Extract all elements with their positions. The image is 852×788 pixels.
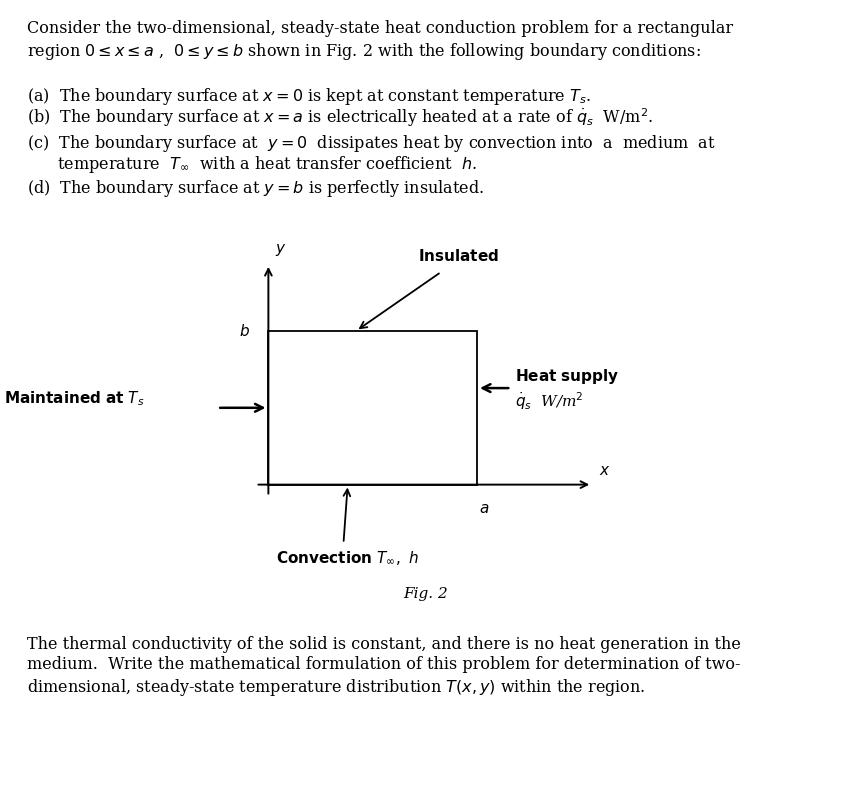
Text: (b)  The boundary surface at $x = a$ is electrically heated at a rate of $\dot{q: (b) The boundary surface at $x = a$ is e… <box>27 106 653 129</box>
Text: Consider the two-dimensional, steady-state heat conduction problem for a rectang: Consider the two-dimensional, steady-sta… <box>27 20 734 38</box>
Text: $y$: $y$ <box>275 242 287 258</box>
Text: $x$: $x$ <box>599 464 611 478</box>
Text: $b$: $b$ <box>239 323 250 339</box>
Text: The thermal conductivity of the solid is constant, and there is no heat generati: The thermal conductivity of the solid is… <box>27 636 741 653</box>
Text: dimensional, steady-state temperature distribution $T(x,y)$ within the region.: dimensional, steady-state temperature di… <box>27 677 646 698</box>
Text: $\mathbf{Heat\ supply}$: $\mathbf{Heat\ supply}$ <box>515 366 619 386</box>
Text: (d)  The boundary surface at $y = b$ is perfectly insulated.: (d) The boundary surface at $y = b$ is p… <box>27 178 485 199</box>
Text: $a$: $a$ <box>479 502 489 516</box>
Text: region $0 \leq x \leq a$ ,  $0 \leq y \leq b$ shown in Fig. 2 with the following: region $0 \leq x \leq a$ , $0 \leq y \le… <box>27 41 701 62</box>
Text: (a)  The boundary surface at $x = 0$ is kept at constant temperature $T_s$.: (a) The boundary surface at $x = 0$ is k… <box>27 86 591 107</box>
Text: (c)  The boundary surface at  $y = 0$  dissipates heat by convection into  a  me: (c) The boundary surface at $y = 0$ diss… <box>27 133 717 154</box>
Text: Fig. 2: Fig. 2 <box>404 587 448 601</box>
Text: $\dot{q}_s$  W/m$^2$: $\dot{q}_s$ W/m$^2$ <box>515 391 584 412</box>
Text: $\mathbf{Convection}\ \mathit{T_\infty},\ \mathit{h}$: $\mathbf{Convection}\ \mathit{T_\infty},… <box>276 550 419 567</box>
Text: $\mathbf{Maintained\ at}\ \mathit{T_s}$: $\mathbf{Maintained\ at}\ \mathit{T_s}$ <box>4 389 145 407</box>
Text: temperature  $T_\infty$  with a heat transfer coefficient  $h$.: temperature $T_\infty$ with a heat trans… <box>27 154 477 175</box>
Text: medium.  Write the mathematical formulation of this problem for determination of: medium. Write the mathematical formulati… <box>27 656 740 674</box>
Text: $\mathbf{Insulated}$: $\mathbf{Insulated}$ <box>417 248 499 264</box>
Bar <box>268 331 477 485</box>
